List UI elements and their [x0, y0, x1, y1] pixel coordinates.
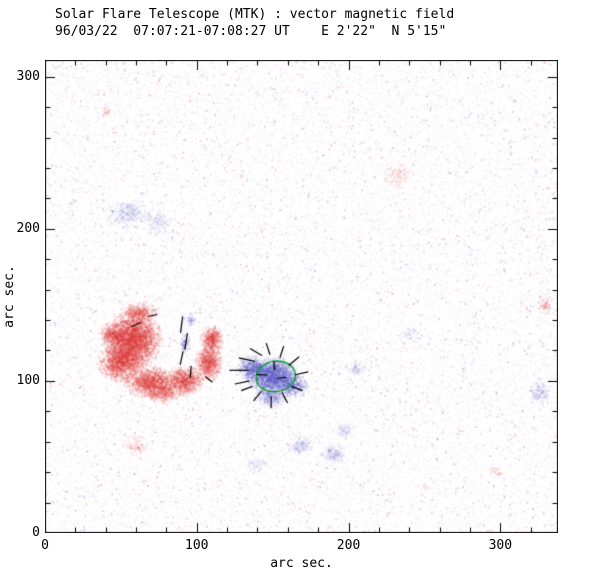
- y-tick-label: 100: [16, 372, 40, 388]
- y-axis-label-wrap: arc sec.: [0, 60, 18, 533]
- y-tick-label: 0: [32, 525, 40, 540]
- x-axis-label: arc sec.: [270, 556, 333, 571]
- y-axis-label: arc sec.: [1, 265, 17, 328]
- x-tick-label: 200: [336, 538, 361, 553]
- y-tick-label: 200: [16, 220, 40, 236]
- y-tick-label: 300: [16, 68, 40, 84]
- chart-title: Solar Flare Telescope (MTK) : vector mag…: [55, 7, 455, 22]
- chart-subtitle: 96/03/22 07:07:21-07:08:27 UT E 2'22" N …: [55, 24, 447, 39]
- x-tick-label: 300: [488, 538, 513, 553]
- magnetogram-plot-canvas: [45, 60, 558, 533]
- x-tick-label: 0: [41, 538, 49, 553]
- x-tick-label: 100: [185, 538, 209, 553]
